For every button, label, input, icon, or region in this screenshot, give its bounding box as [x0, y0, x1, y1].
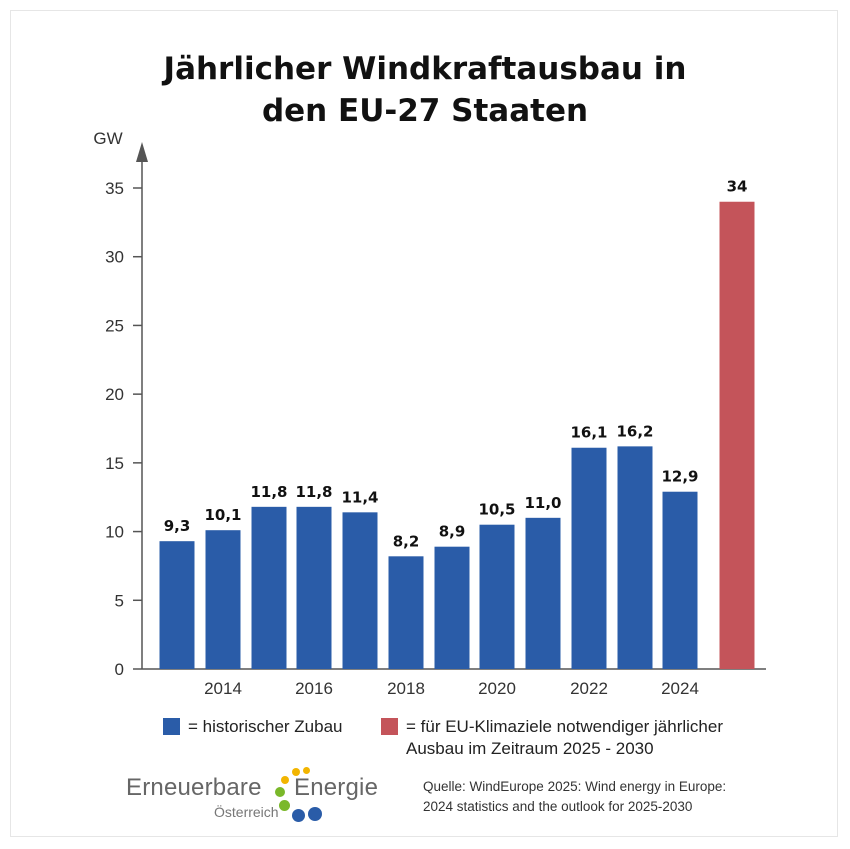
bar-historical — [205, 530, 241, 669]
bar-value-label: 12,9 — [661, 468, 698, 486]
chart-title-line-2: den EU-27 Staaten — [261, 93, 589, 129]
chart-title-line-1: Jährlicher Windkraftausbau in — [163, 51, 687, 87]
legend-label-target-line-2: Ausbau im Zeitraum 2025 - 2030 — [406, 739, 654, 758]
bar-value-label: 8,2 — [393, 532, 420, 550]
logo-dot-green-1 — [275, 787, 285, 797]
bar-chart: GW 0 5 10 15 20 25 30 35 9,3 10,1 11,8 11,8 11,4 8,2 8,… — [93, 129, 766, 698]
logo-dot-yellow-1 — [281, 776, 289, 784]
y-axis-label: GW — [93, 129, 122, 148]
bar-value-label: 9,3 — [164, 517, 191, 535]
bar-value-label: 16,1 — [570, 424, 607, 442]
bar-historical — [296, 506, 332, 669]
bar-value-label: 34 — [727, 178, 748, 196]
y-tick-label: 35 — [105, 179, 124, 198]
logo-dot-yellow-3 — [303, 767, 310, 774]
x-tick-label: 2014 — [204, 679, 242, 698]
source-note: Quelle: WindEurope 2025: Wind energy in … — [423, 777, 726, 817]
y-tick-label: 30 — [105, 248, 124, 267]
bar-historical — [617, 446, 653, 669]
logo-dot-yellow-2 — [292, 768, 300, 776]
bar-value-label: 11,8 — [295, 483, 332, 501]
bar-historical — [662, 491, 698, 669]
x-tick-label: 2024 — [661, 679, 699, 698]
logo-word-erneuerbare: Erneuerbare — [126, 774, 262, 801]
legend-swatch-historical — [163, 718, 180, 735]
bar-historical — [342, 512, 378, 669]
y-tick-label: 0 — [115, 660, 124, 679]
logo-dot-blue-2 — [308, 807, 322, 821]
x-tick-label: 2020 — [478, 679, 516, 698]
y-tick-label: 10 — [105, 523, 124, 542]
bar-value-label: 16,2 — [616, 422, 653, 440]
x-tick-label: 2022 — [570, 679, 608, 698]
bar-value-label: 10,5 — [478, 501, 515, 519]
logo-word-energie: Energie — [294, 774, 379, 801]
y-tick-label: 25 — [105, 316, 124, 335]
y-tick-label: 20 — [105, 385, 124, 404]
x-tick-label: 2018 — [387, 679, 425, 698]
bar-value-label: 10,1 — [204, 506, 241, 524]
bar-value-label: 8,9 — [439, 523, 466, 541]
y-tick-label: 15 — [105, 454, 124, 473]
bar-historical — [479, 524, 515, 669]
bar-historical — [159, 541, 195, 669]
chart-frame — [10, 10, 838, 837]
bar-target — [719, 201, 755, 669]
x-tick-label: 2016 — [295, 679, 333, 698]
legend-label-target: = für EU-Klimaziele notwendiger jährlich… — [406, 716, 723, 760]
chart-title: Jährlicher Windkraftausbau in den EU-27 … — [0, 48, 850, 132]
bar-historical — [388, 556, 424, 669]
logo-dot-blue-1 — [292, 809, 305, 822]
legend-label-historical: = historischer Zubau — [188, 717, 343, 736]
legend-label-target-line-1: = für EU-Klimaziele notwendiger jährlich… — [406, 717, 723, 736]
bar-historical — [525, 517, 561, 669]
bar-historical — [571, 447, 607, 669]
bar-value-label: 11,0 — [524, 494, 561, 512]
bar-value-label: 11,4 — [341, 488, 378, 506]
bar-historical — [434, 546, 470, 669]
y-axis-arrow-icon — [136, 142, 148, 162]
bar-historical — [251, 506, 287, 669]
source-line-1: Quelle: WindEurope 2025: Wind energy in … — [423, 779, 727, 794]
source-line-2: 2024 statistics and the outlook for 2025… — [423, 799, 693, 814]
legend-swatch-target — [381, 718, 398, 735]
logo-erneuerbare-energie: Erneuerbare Energie Österreich — [126, 766, 396, 828]
logo-dot-green-2 — [279, 800, 290, 811]
bar-value-label: 11,8 — [250, 483, 287, 501]
y-tick-label: 5 — [115, 591, 124, 610]
logo-word-oesterreich: Österreich — [214, 804, 279, 820]
